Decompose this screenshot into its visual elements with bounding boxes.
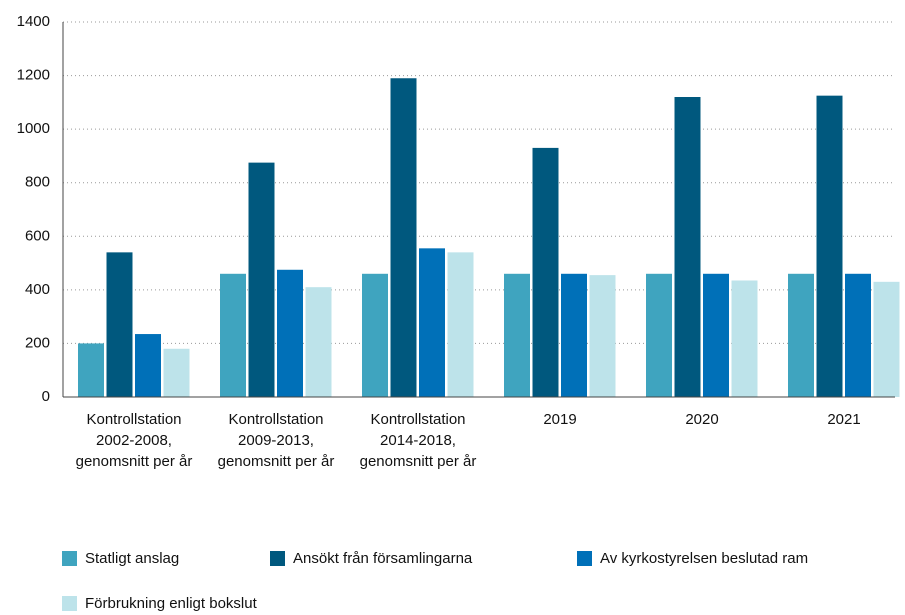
bar [674,97,701,397]
x-tick-label: 2020 [685,411,719,428]
x-tick-label: Kontrollstation 2002-2008, genomsnitt pe… [75,411,193,470]
bar [163,348,190,397]
bar [248,162,275,397]
bar [731,280,758,397]
bar [646,273,672,397]
legend-item: Förbrukning enligt bokslut [62,595,257,612]
bar [78,343,104,397]
bar [703,273,729,397]
legend-swatch [62,551,77,566]
bar [106,252,133,397]
bar [362,273,388,397]
y-tick-label: 400 [25,281,50,298]
legend-swatch [62,596,77,611]
legend-item: Statligt anslag [62,550,179,567]
legend-label: Ansökt från församlingarna [293,550,473,567]
y-tick-label: 0 [42,388,50,405]
legend-item: Av kyrkostyrelsen beslutad ram [577,550,808,567]
x-tick-label: 2021 [827,411,861,428]
legend-label: Förbrukning enligt bokslut [85,595,257,612]
x-tick-label: Kontrollstation 2014-2018, genomsnitt pe… [359,411,477,470]
legend-swatch [270,551,285,566]
legend-label: Statligt anslag [85,550,180,567]
legend-swatch [577,551,592,566]
y-tick-label: 600 [25,227,50,244]
bar [419,248,445,397]
bar [504,273,530,397]
bar [816,95,843,398]
bar [561,273,587,397]
bar [220,273,246,397]
bar [845,273,871,397]
x-tick-label: Kontrollstation 2009-2013, genomsnitt pe… [217,411,335,470]
bar [135,334,161,397]
y-tick-label: 1400 [17,13,50,30]
bar [447,252,474,397]
y-tick-label: 1200 [17,67,50,84]
y-tick-label: 800 [25,174,50,191]
legend-item: Ansökt från församlingarna [270,550,472,567]
legend-label: Av kyrkostyrelsen beslutad ram [600,550,809,567]
bar [277,269,303,397]
bar [305,287,332,397]
y-tick-label: 1000 [17,120,50,137]
bar [873,281,900,397]
y-tick-label: 200 [25,334,50,351]
bar [788,273,814,397]
bar [532,147,559,397]
bar [589,275,616,397]
x-tick-label: 2019 [543,411,577,428]
bar [390,78,417,397]
